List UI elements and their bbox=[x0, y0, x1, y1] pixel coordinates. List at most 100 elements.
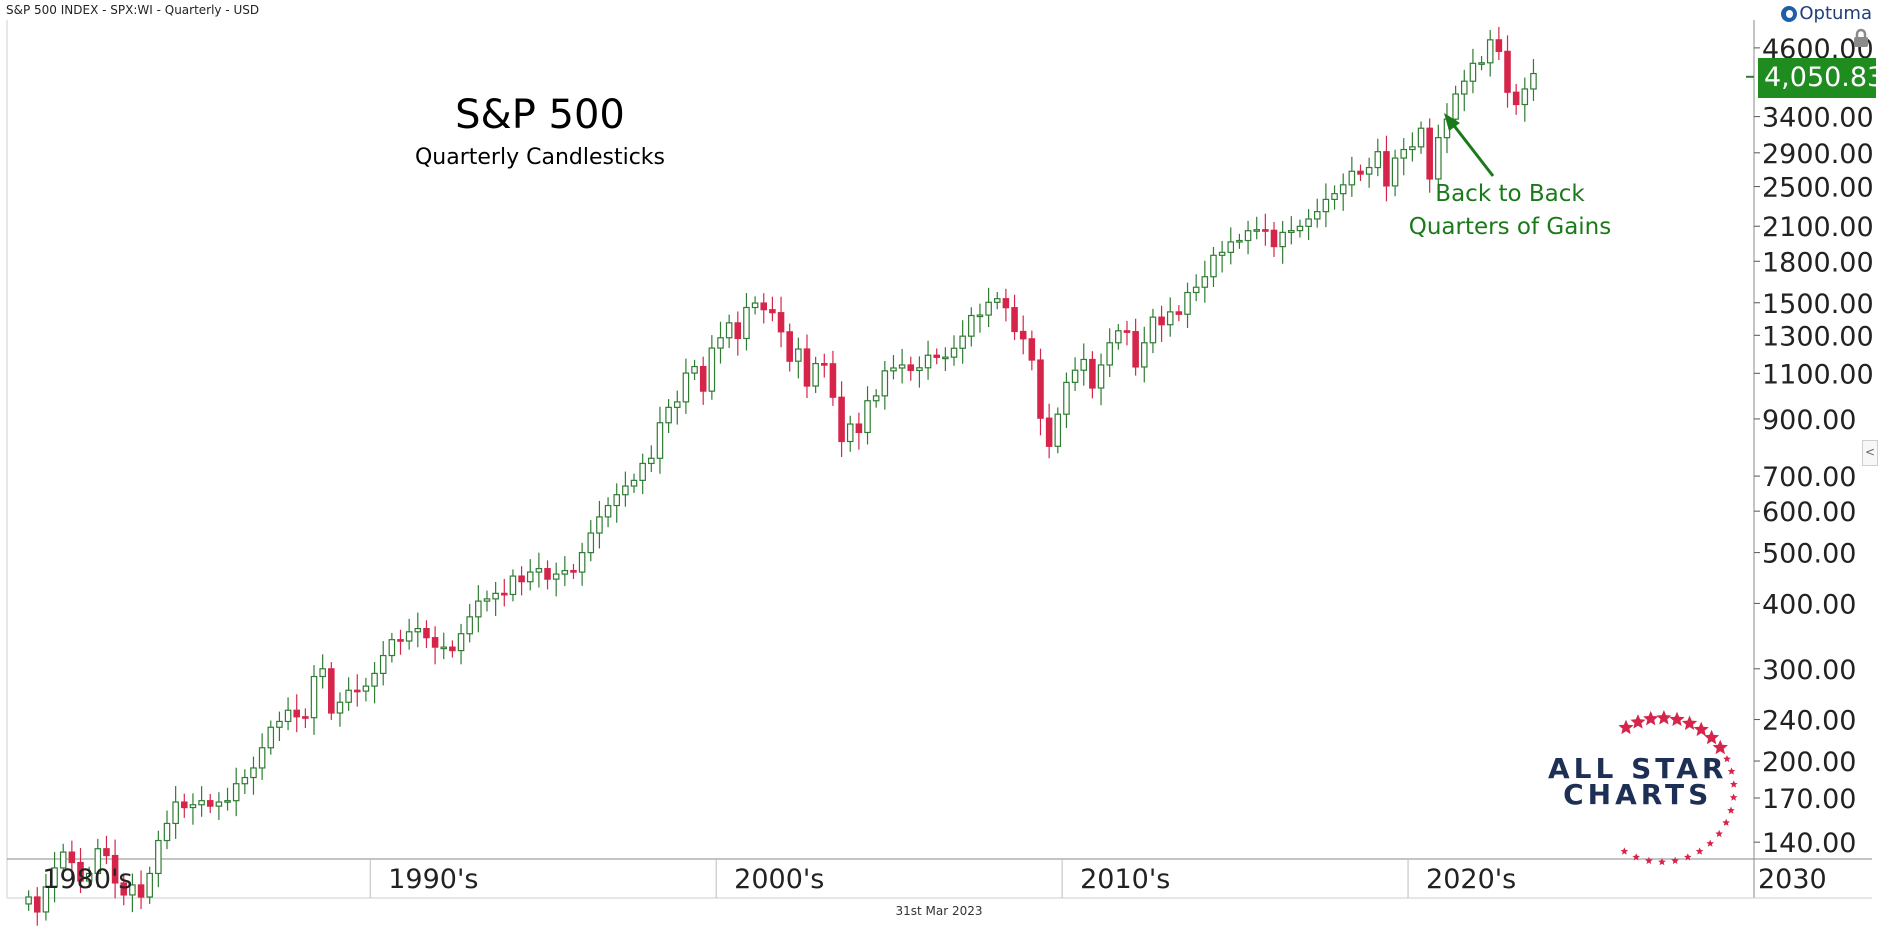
logo-star bbox=[1656, 710, 1672, 725]
candle-up bbox=[1391, 157, 1399, 187]
candle-up bbox=[578, 552, 586, 573]
candle-down bbox=[181, 801, 188, 809]
candle-up bbox=[509, 575, 517, 596]
candle-down bbox=[777, 312, 785, 333]
annotation-line-2: Quarters of Gains bbox=[1408, 214, 1612, 240]
collapse-panel-button[interactable]: < bbox=[1862, 440, 1878, 466]
y-tick-label: 140.00 bbox=[1762, 828, 1856, 859]
candle-up bbox=[172, 801, 179, 825]
y-tick-label: 500.00 bbox=[1762, 539, 1856, 570]
lock-icon[interactable] bbox=[1852, 28, 1870, 48]
candle-down bbox=[206, 800, 214, 807]
y-tick-label: 170.00 bbox=[1762, 784, 1856, 815]
candle-down bbox=[1158, 316, 1165, 326]
candle-up bbox=[656, 422, 664, 459]
price-axis-labels: 140.00 170.00 200.00 240.00 300.00 400.00 500.… bbox=[1754, 34, 1874, 859]
candle-down bbox=[1175, 311, 1183, 315]
annotation-text: Back to Back Quarters of Gains bbox=[1388, 178, 1632, 244]
y-tick-label: 1800.00 bbox=[1762, 247, 1874, 278]
y-tick-label: 300.00 bbox=[1762, 655, 1856, 686]
candle-down bbox=[821, 362, 828, 366]
candle-up bbox=[691, 365, 698, 374]
candle-up bbox=[362, 685, 370, 692]
candle-down bbox=[397, 639, 404, 642]
candle-down bbox=[1262, 229, 1269, 232]
logo-star bbox=[1729, 793, 1738, 801]
candle-up bbox=[284, 709, 292, 723]
candle-up bbox=[189, 804, 197, 809]
logo-star bbox=[1632, 853, 1640, 861]
candle-up bbox=[319, 668, 326, 678]
candle-down bbox=[111, 854, 119, 884]
logo-star bbox=[1693, 721, 1709, 737]
candle-up bbox=[1305, 218, 1312, 227]
candle-up bbox=[924, 354, 932, 369]
y-tick-label: 1100.00 bbox=[1762, 359, 1874, 390]
candle-down bbox=[829, 363, 837, 398]
logo-star bbox=[1712, 739, 1728, 755]
candle-up bbox=[1460, 80, 1468, 95]
candle-up bbox=[1452, 93, 1459, 120]
candle-down bbox=[302, 716, 309, 719]
candle-up bbox=[1106, 342, 1113, 366]
candle-up bbox=[1521, 88, 1529, 106]
logo-star bbox=[1727, 806, 1735, 814]
candle-up bbox=[596, 516, 603, 534]
candle-up bbox=[1166, 311, 1174, 326]
candle-up bbox=[310, 675, 318, 719]
candle-up bbox=[1071, 369, 1079, 383]
candle-up bbox=[1080, 358, 1088, 371]
candle-up bbox=[535, 568, 543, 573]
candle-down bbox=[1132, 331, 1139, 368]
candle-up bbox=[232, 783, 240, 802]
candle-up bbox=[1331, 193, 1338, 200]
logo-stars bbox=[1618, 710, 1738, 866]
candle-up bbox=[1279, 231, 1286, 248]
logo-star bbox=[1704, 729, 1720, 745]
last-price-label: 4,050.83 bbox=[1758, 58, 1876, 98]
logo-star bbox=[1671, 856, 1679, 864]
logo-star bbox=[1618, 719, 1634, 735]
candle-up bbox=[1201, 276, 1209, 288]
candle-up bbox=[916, 367, 923, 372]
annotation-arrowhead bbox=[1444, 113, 1460, 131]
candle-down bbox=[431, 637, 439, 648]
candle-down bbox=[328, 668, 335, 714]
logo-star bbox=[1681, 715, 1698, 730]
candle-up bbox=[648, 457, 655, 465]
logo-star bbox=[1684, 853, 1692, 861]
candle-up bbox=[25, 896, 32, 905]
logo-star bbox=[1658, 858, 1666, 866]
candle-up bbox=[1409, 146, 1416, 151]
chart-frame bbox=[6, 20, 1872, 899]
candle-up bbox=[129, 884, 136, 896]
candle-down bbox=[137, 884, 145, 898]
candle-down bbox=[353, 689, 361, 693]
candle-up bbox=[1184, 291, 1191, 315]
candle-up bbox=[665, 406, 672, 424]
logo-line-1: ALL STAR bbox=[1548, 752, 1728, 785]
candle-down bbox=[1270, 229, 1278, 248]
candle-up bbox=[795, 348, 802, 362]
candle-up bbox=[1054, 413, 1062, 447]
candle-up bbox=[1140, 342, 1148, 368]
candle-up bbox=[898, 364, 906, 369]
candle-up bbox=[1296, 225, 1304, 232]
candle-up bbox=[163, 822, 171, 842]
candle-down bbox=[1426, 127, 1433, 180]
candle-up bbox=[250, 767, 257, 779]
candle-down bbox=[786, 331, 793, 362]
candle-up bbox=[51, 867, 58, 888]
candle-up bbox=[1227, 241, 1235, 253]
y-tick-label: 2100.00 bbox=[1762, 212, 1874, 243]
candle-up bbox=[613, 494, 621, 507]
candle-up bbox=[950, 347, 958, 358]
candle-down bbox=[518, 575, 525, 583]
logo-star bbox=[1643, 710, 1659, 726]
candle-down bbox=[120, 882, 128, 896]
candle-up bbox=[552, 573, 560, 580]
candle-up bbox=[42, 886, 50, 913]
candle-up bbox=[1063, 381, 1070, 415]
candle-down bbox=[803, 348, 811, 387]
